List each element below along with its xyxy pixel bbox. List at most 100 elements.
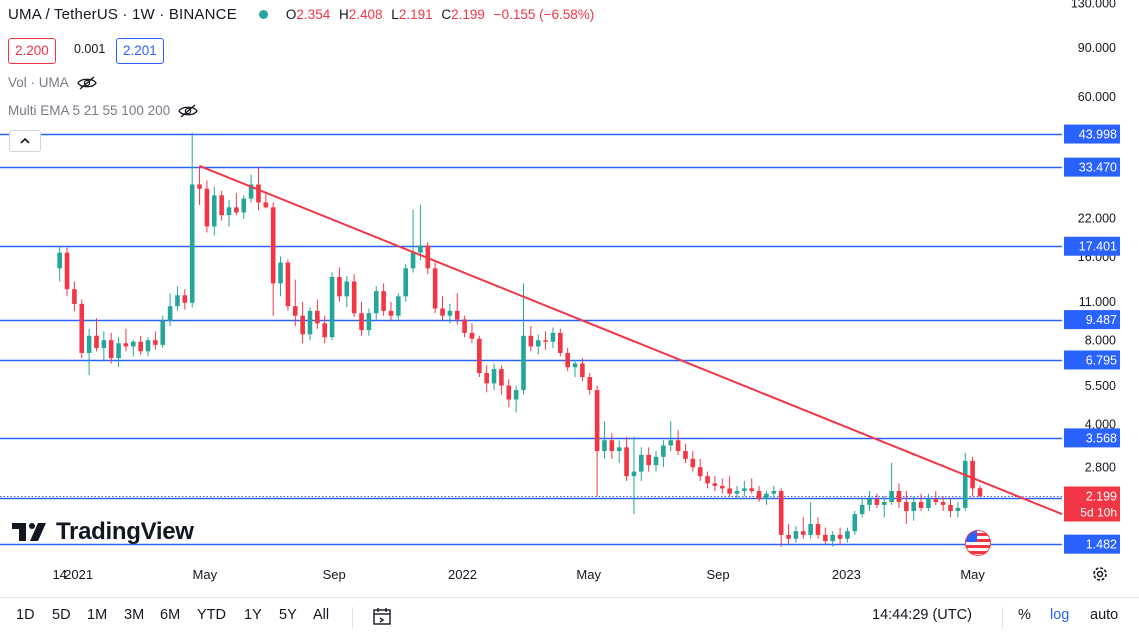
us-flag-icon[interactable] [965,530,991,556]
x-tick-label: 14 [52,567,66,582]
indicator-volume[interactable]: Vol · UMA [8,75,97,90]
candle-body [933,499,939,502]
candle-body [572,363,578,368]
candle-body [550,332,556,342]
candle-body [248,184,254,199]
level-price-label-box [1064,310,1120,330]
range-5y-button[interactable]: 5Y [279,607,297,623]
gear-icon[interactable] [1091,565,1109,583]
candle-body [64,252,70,290]
candle-body [565,352,570,368]
candle-body [241,198,247,213]
level-price-label-box [1064,157,1120,177]
last-price-label: 2.199 [1086,490,1117,504]
candle-body [160,320,166,345]
candle-body [926,499,931,508]
candle-body [962,460,968,508]
candle-body [86,335,92,353]
y-tick-label: 22.000 [1078,211,1116,225]
candle-body [889,490,894,502]
calendar-range-icon[interactable] [372,607,392,627]
market-status-dot [258,10,268,19]
range-1d-button[interactable]: 1D [16,607,35,623]
candle-body [771,490,777,494]
range-1y-button[interactable]: 1Y [244,607,262,623]
collapse-legend-button[interactable] [9,130,41,152]
candle-body [315,310,320,324]
candle-body [425,245,431,269]
candle-body [587,377,593,391]
candle-body [292,306,298,316]
candle-body [823,534,828,542]
trend-line[interactable] [199,165,1063,516]
candle-body [727,488,732,494]
candle-body [285,262,291,307]
candle-body [852,514,858,532]
candle-body [197,184,202,189]
candle-body [734,490,740,494]
tradingview-logo-icon [12,523,46,541]
candle-body [661,445,666,457]
ohlc-low-label: L [391,7,399,22]
clock-readout[interactable]: 14:44:29 (UTC) [872,607,972,623]
ohlc-high-label: H [338,7,349,22]
y-tick-label: 60.000 [1078,90,1116,104]
x-tick-label: Sep [707,567,730,582]
level-price-label-box [1064,124,1120,144]
y-tick-label: 2.800 [1085,461,1116,475]
candle-body [94,335,99,349]
range-6m-button[interactable]: 6M [160,607,181,623]
symbol-title[interactable]: UMA / TetherUS · 1W · BINANCE [8,6,237,23]
candle-body [462,319,467,333]
candle-body [867,499,872,505]
candle-body [344,281,350,297]
candle-body [528,335,534,347]
sell-price-button[interactable]: 2.200 [8,38,56,64]
chevron-up-icon [20,137,30,144]
candle-body [845,531,850,539]
candle-body [373,291,379,314]
candle-body [535,340,541,347]
range-1m-button[interactable]: 1M [87,607,108,623]
candle-body [366,313,372,331]
candle-body [646,454,651,466]
x-tick-label: 2023 [832,567,861,582]
candle-body [278,262,283,284]
candle-body [543,340,548,342]
log-scale-toggle[interactable]: log [1050,607,1070,623]
candle-body [675,440,681,452]
range-3m-button[interactable]: 3M [124,607,145,623]
candle-body [955,507,961,511]
candle-body [506,385,512,400]
range-all-button[interactable]: All [313,607,330,623]
bar-countdown-label: 5d 10h [1080,506,1117,520]
chart-header: UMA / TetherUS · 1W · BINANCE O2.354 H2.… [8,6,599,23]
level-price-label-box [1064,534,1120,554]
candle-body [558,332,563,353]
candle-body [602,440,607,452]
candle-body [440,308,445,316]
candle-body [594,390,600,452]
price-chart[interactable]: 130.00090.00060.00022.00016.00011.0008.0… [0,0,1139,597]
candle-body [653,456,659,466]
candle-body [940,501,946,505]
level-price-label: 1.482 [1086,538,1117,552]
percent-scale-toggle[interactable]: % [1018,607,1031,623]
indicator-multi-ema[interactable]: Multi EMA 5 21 55 100 200 [8,103,198,118]
candle-body [256,184,261,203]
buy-price-button[interactable]: 2.201 [116,38,164,64]
candle-body [418,245,423,253]
eye-off-icon[interactable] [77,76,97,90]
range-ytd-button[interactable]: YTD [197,607,226,623]
tradingview-logo[interactable]: TradingView [12,518,194,546]
candle-body [491,369,497,384]
candle-body [668,440,674,446]
candle-body [970,460,975,489]
candle-body [204,188,210,227]
auto-scale-toggle[interactable]: auto [1090,607,1119,623]
candle-body [764,493,769,500]
candle-body [300,315,305,335]
range-5d-button[interactable]: 5D [52,607,71,623]
eye-off-icon[interactable] [178,104,198,118]
candle-body [123,343,129,347]
